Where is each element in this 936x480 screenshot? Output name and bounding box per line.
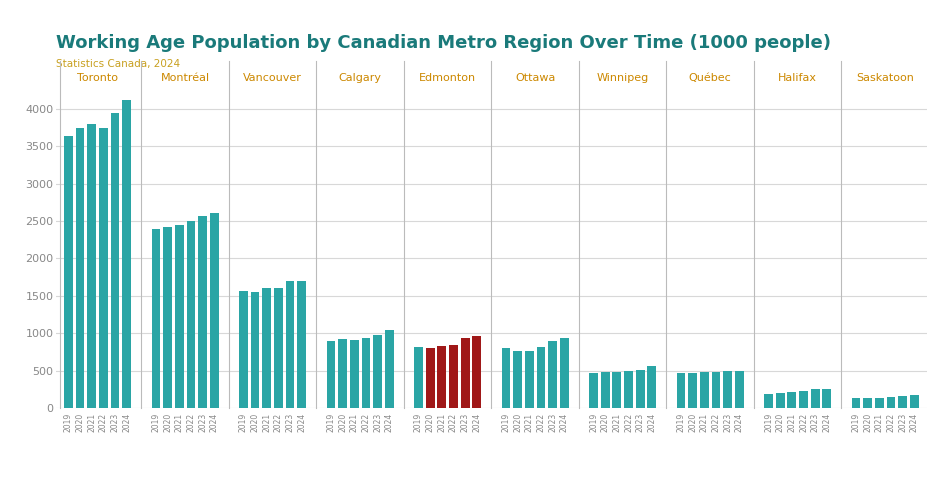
- Bar: [612, 372, 622, 408]
- Bar: [426, 348, 434, 408]
- Bar: [811, 389, 820, 408]
- Bar: [327, 341, 335, 408]
- Bar: [186, 221, 196, 408]
- Bar: [338, 339, 347, 408]
- Bar: [251, 292, 259, 408]
- Bar: [76, 128, 84, 408]
- Bar: [863, 398, 872, 408]
- Bar: [525, 351, 534, 408]
- Bar: [787, 392, 797, 408]
- Bar: [262, 288, 271, 408]
- Bar: [373, 336, 382, 408]
- Bar: [449, 345, 458, 408]
- Text: Calgary: Calgary: [339, 73, 382, 83]
- Bar: [724, 372, 732, 408]
- Text: Ottawa: Ottawa: [515, 73, 555, 83]
- Bar: [560, 338, 569, 408]
- Text: Toronto: Toronto: [77, 73, 118, 83]
- Bar: [536, 347, 546, 408]
- Bar: [99, 128, 108, 408]
- Bar: [688, 373, 697, 408]
- Bar: [776, 393, 784, 408]
- Bar: [64, 136, 73, 408]
- Bar: [875, 397, 884, 408]
- Bar: [648, 367, 656, 408]
- Text: Québec: Québec: [689, 73, 732, 83]
- Bar: [735, 371, 744, 408]
- Bar: [361, 338, 371, 408]
- Bar: [175, 225, 183, 408]
- Text: Vancouver: Vancouver: [243, 73, 302, 83]
- Bar: [589, 373, 598, 408]
- Bar: [886, 397, 896, 408]
- Bar: [899, 396, 907, 408]
- Bar: [823, 388, 831, 408]
- Bar: [198, 216, 207, 408]
- Bar: [473, 336, 481, 408]
- Bar: [285, 281, 295, 408]
- Bar: [677, 373, 685, 408]
- Bar: [799, 391, 808, 408]
- Bar: [711, 372, 721, 408]
- Bar: [274, 288, 283, 408]
- Bar: [624, 372, 633, 408]
- Text: Halifax: Halifax: [778, 73, 817, 83]
- Bar: [764, 394, 773, 408]
- Bar: [298, 281, 306, 408]
- Bar: [437, 346, 446, 408]
- Bar: [152, 229, 160, 408]
- Text: Winnipeg: Winnipeg: [596, 73, 649, 83]
- Bar: [502, 348, 510, 408]
- Bar: [700, 372, 709, 408]
- Bar: [414, 347, 423, 408]
- Bar: [210, 213, 219, 408]
- Text: Saskatoon: Saskatoon: [856, 73, 914, 83]
- Bar: [461, 338, 470, 408]
- Bar: [910, 395, 919, 408]
- Bar: [163, 227, 172, 408]
- Text: Montréal: Montréal: [161, 73, 210, 83]
- Bar: [852, 398, 860, 408]
- Bar: [513, 351, 522, 408]
- Bar: [350, 340, 358, 408]
- Bar: [385, 330, 394, 408]
- Text: Statistics Canada, 2024: Statistics Canada, 2024: [56, 59, 181, 69]
- Bar: [548, 341, 557, 408]
- Text: Edmonton: Edmonton: [419, 73, 476, 83]
- Bar: [601, 372, 609, 408]
- Text: Working Age Population by Canadian Metro Region Over Time (1000 people): Working Age Population by Canadian Metro…: [56, 34, 831, 51]
- Bar: [110, 113, 120, 408]
- Bar: [636, 370, 645, 408]
- Bar: [87, 124, 96, 408]
- Bar: [239, 290, 248, 408]
- Bar: [123, 100, 131, 408]
